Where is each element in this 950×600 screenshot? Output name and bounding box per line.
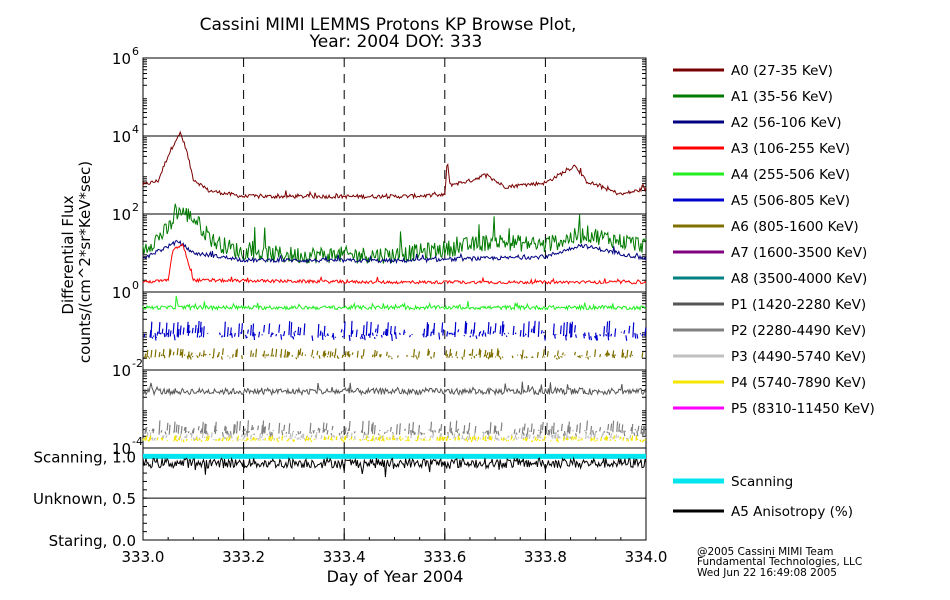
- legend-label: P1 (1420-2280 KeV): [731, 297, 866, 313]
- flux-series-line: [142, 203, 647, 264]
- legend-label: A3 (106-255 KeV): [731, 141, 850, 157]
- y-axis-label-line1: Differential Flux: [59, 195, 77, 314]
- flux-y-tick-exponent: -4: [132, 435, 143, 448]
- legend-label: A5 Anisotropy (%): [731, 504, 853, 520]
- legend-label: A2 (56-106 KeV): [731, 115, 841, 131]
- x-tick-label: 334.0: [625, 548, 668, 566]
- flux-y-tick-label: 10: [112, 362, 131, 380]
- flux-series-line: [142, 295, 647, 312]
- flux-series-line: [142, 239, 647, 265]
- legend-label: A7 (1600-3500 KeV): [731, 245, 867, 261]
- flux-y-tick-label: 10: [112, 206, 131, 224]
- flux-dashed-lines: [243, 58, 546, 448]
- legend-label: P3 (4490-5740 KeV): [731, 349, 866, 365]
- x-tick-label: 333.8: [524, 548, 567, 566]
- x-tick-label: 333.0: [122, 548, 165, 566]
- footer-copyright: @2005 Cassini MIMI Team: [697, 546, 834, 558]
- flux-y-tick-exponent: 0: [132, 279, 139, 292]
- flux-series-line: [144, 420, 646, 438]
- flux-series-line: [142, 243, 647, 285]
- flux-series-line: [142, 130, 647, 200]
- flux-y-tick-exponent: 2: [132, 201, 139, 214]
- anisotropy-y-label: Staring, 0.0: [49, 532, 136, 550]
- legend-label: A1 (35-56 KeV): [731, 89, 833, 105]
- chart-title-line1: Cassini MIMI LEMMS Protons KP Browse Plo…: [200, 15, 577, 35]
- legend-label: P4 (5740-7890 KeV): [731, 375, 866, 391]
- y-axis-label-line2: counts/(cm^2*sr*KeV*sec): [76, 161, 94, 363]
- flux-y-tick-label: 10: [112, 284, 131, 302]
- legend: A0 (27-35 KeV) A1 (35-56 KeV) A2 (56-106 K…: [673, 63, 875, 520]
- flux-y-tick-label: 10: [112, 440, 131, 458]
- flux-y-tick-label: 10: [112, 128, 131, 146]
- flux-grid: [143, 59, 646, 437]
- anisotropy-panel: Scanning, 1.0 Unknown, 0.5 Staring, 0.0: [33, 447, 647, 550]
- flux-series-line: [142, 381, 647, 397]
- x-tick-label: 333.2: [222, 548, 265, 566]
- legend-label: A8 (3500-4000 KeV): [731, 271, 867, 287]
- anisotropy-series: [142, 453, 647, 478]
- flux-y-tick-exponent: 6: [132, 45, 139, 58]
- anisotropy-y-label: Unknown, 0.5: [33, 490, 136, 508]
- x-axis-label: Day of Year 2004: [327, 567, 464, 586]
- legend-label: Scanning: [731, 474, 793, 490]
- anisotropy-line: [142, 456, 647, 478]
- footer-timestamp: Wed Jun 22 16:49:08 2005: [697, 567, 837, 579]
- footer-company: Fundamental Technologies, LLC: [697, 556, 862, 568]
- flux-series: [142, 130, 647, 443]
- flux-y-tick-label: 10: [112, 50, 131, 68]
- legend-label: A4 (255-506 KeV): [731, 167, 850, 183]
- anisotropy-y-label: Scanning, 1.0: [33, 448, 136, 466]
- x-ticks: 333.0 333.2 333.4 333.6 333.8 334.0: [122, 533, 668, 566]
- x-tick-label: 333.4: [323, 548, 366, 566]
- legend-label: P2 (2280-4490 KeV): [731, 323, 866, 339]
- flux-y-tick-exponent: 4: [132, 123, 139, 136]
- anisotropy-y-labels: Scanning, 1.0 Unknown, 0.5 Staring, 0.0: [33, 448, 136, 550]
- legend-label: A0 (27-35 KeV): [731, 63, 833, 79]
- flux-y-tick-exponent: -2: [132, 357, 143, 370]
- chart-title-line2: Year: 2004 DOY: 333: [309, 32, 483, 52]
- flux-series-line: [142, 435, 647, 443]
- flux-series-line: [143, 320, 647, 342]
- legend-label: A6 (805-1600 KeV): [731, 219, 859, 235]
- legend-label: A5 (506-805 KeV): [731, 193, 850, 209]
- legend-label: P5 (8310-11450 KeV): [731, 401, 875, 417]
- x-tick-label: 333.6: [423, 548, 466, 566]
- flux-series-line: [143, 348, 644, 360]
